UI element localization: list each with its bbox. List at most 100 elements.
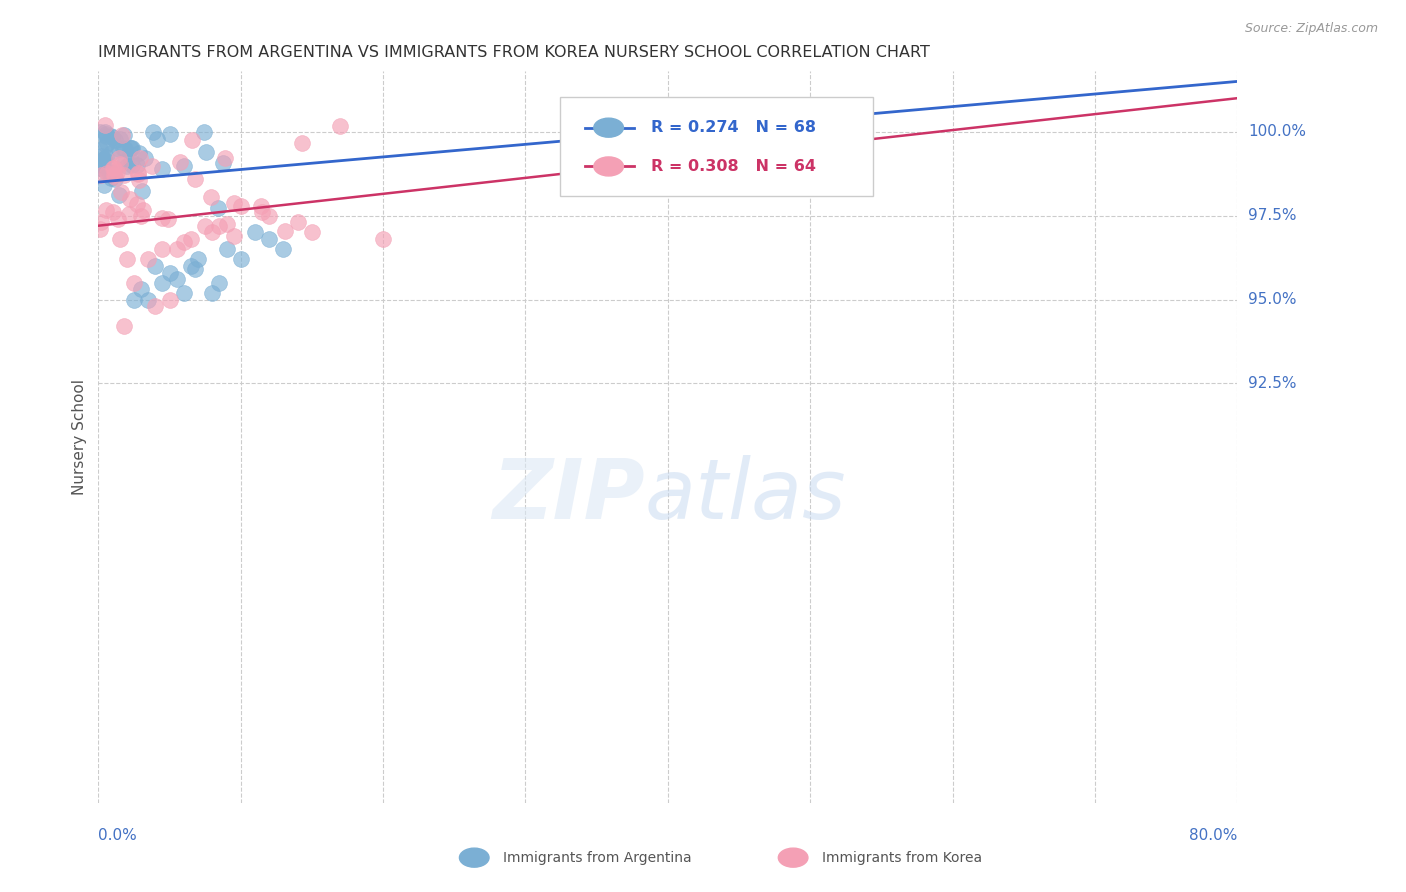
Point <box>96 136 118 150</box>
Point <box>120 154 142 169</box>
Point <box>181 133 204 147</box>
Point <box>250 205 273 219</box>
Point <box>136 252 159 267</box>
Point <box>207 201 229 215</box>
Point <box>122 293 145 307</box>
Point <box>371 232 394 246</box>
Point <box>290 136 312 150</box>
Point <box>111 128 134 143</box>
Point <box>187 252 209 267</box>
Point <box>169 155 191 169</box>
Text: 95.0%: 95.0% <box>1249 292 1296 307</box>
Text: Immigrants from Korea: Immigrants from Korea <box>821 851 981 864</box>
Point <box>194 145 217 159</box>
Point <box>173 285 195 300</box>
Point <box>112 168 135 182</box>
Point <box>214 151 236 165</box>
Point <box>112 319 135 334</box>
Point <box>184 172 207 186</box>
Point <box>96 150 118 164</box>
Point <box>208 276 231 290</box>
Point <box>141 159 163 173</box>
Text: 80.0%: 80.0% <box>1189 828 1237 843</box>
Point <box>100 165 122 179</box>
Point <box>122 276 145 290</box>
Point <box>127 167 149 181</box>
Point <box>118 207 141 221</box>
Point <box>129 209 152 223</box>
Point <box>166 242 188 256</box>
Point <box>101 161 124 175</box>
Point <box>273 242 295 256</box>
Point <box>108 188 131 202</box>
Text: R = 0.308   N = 64: R = 0.308 N = 64 <box>651 159 815 174</box>
Point <box>105 164 128 178</box>
Point <box>100 146 122 161</box>
Point <box>156 212 179 227</box>
Point <box>104 133 127 147</box>
Point <box>94 202 117 217</box>
Point <box>111 141 134 155</box>
Point <box>287 215 309 229</box>
Point <box>100 129 122 144</box>
Point <box>120 141 142 155</box>
Point <box>134 151 156 165</box>
Point <box>129 151 152 165</box>
Point <box>91 153 114 167</box>
Point <box>201 285 224 300</box>
Circle shape <box>779 848 808 867</box>
Point <box>180 259 202 273</box>
Point <box>159 266 181 280</box>
Point <box>145 259 167 273</box>
Point <box>107 212 129 227</box>
Point <box>193 125 215 139</box>
Point <box>93 162 115 177</box>
Point <box>103 168 125 182</box>
Point <box>159 293 181 307</box>
Point <box>107 142 129 156</box>
Text: atlas: atlas <box>645 455 846 536</box>
Point <box>121 141 143 155</box>
Point <box>215 242 238 256</box>
Point <box>184 262 207 277</box>
Point <box>91 154 114 169</box>
Point <box>90 157 112 171</box>
Point <box>146 131 169 145</box>
Text: ZIP: ZIP <box>492 455 645 536</box>
Text: IMMIGRANTS FROM ARGENTINA VS IMMIGRANTS FROM KOREA NURSERY SCHOOL CORRELATION CH: IMMIGRANTS FROM ARGENTINA VS IMMIGRANTS … <box>98 45 931 61</box>
Circle shape <box>593 118 623 137</box>
Point <box>131 184 153 198</box>
Point <box>217 218 239 232</box>
Point <box>150 211 173 225</box>
Point <box>194 219 217 233</box>
Point <box>222 228 245 243</box>
Point <box>212 156 235 170</box>
Point <box>94 125 117 139</box>
Point <box>229 252 252 267</box>
Point <box>201 226 224 240</box>
Point <box>159 127 181 141</box>
Text: 100.0%: 100.0% <box>1249 124 1306 139</box>
Point <box>329 119 352 133</box>
Point <box>173 235 195 250</box>
Point <box>125 196 148 211</box>
Point <box>104 172 127 186</box>
Point <box>103 161 125 175</box>
Point <box>114 142 136 156</box>
Point <box>114 154 136 169</box>
Point <box>94 129 117 144</box>
Point <box>250 199 273 213</box>
Point <box>90 168 112 182</box>
Point <box>96 166 118 180</box>
Text: Source: ZipAtlas.com: Source: ZipAtlas.com <box>1244 22 1378 36</box>
Point <box>112 128 135 142</box>
Point <box>180 232 202 246</box>
Point <box>200 190 222 204</box>
Point <box>125 158 148 172</box>
Point <box>274 224 297 238</box>
Point <box>89 125 111 139</box>
Point <box>259 232 281 246</box>
Point <box>128 146 150 161</box>
Point <box>100 170 122 185</box>
Point <box>108 132 131 146</box>
